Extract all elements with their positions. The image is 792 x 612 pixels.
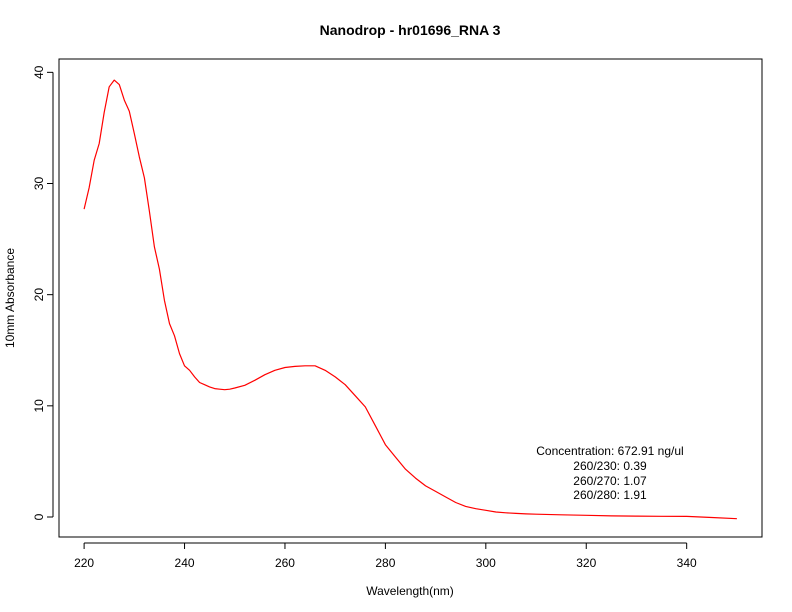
x-tick-label: 220 [74, 556, 94, 570]
y-axis-label: 10mm Absorbance [3, 248, 17, 348]
series-layer [83, 79, 737, 520]
ratio-260-230-text: 260/230: 0.39 [573, 459, 647, 473]
chart-title: Nanodrop - hr01696_RNA 3 [320, 22, 501, 38]
y-tick-label: 20 [32, 288, 46, 302]
y-tick-label: 30 [32, 177, 46, 191]
y-tick-label: 40 [32, 65, 46, 79]
concentration-text: Concentration: 672.91 ng/ul [536, 444, 683, 458]
ratio-260-280-text: 260/280: 1.91 [573, 488, 647, 502]
x-tick-label: 260 [275, 556, 295, 570]
x-tick-label: 320 [576, 556, 596, 570]
plot-frame [58, 58, 763, 538]
ratio-260-270-text: 260/270: 1.07 [573, 474, 647, 488]
x-tick-label: 340 [677, 556, 697, 570]
y-tick-label: 0 [32, 513, 46, 520]
y-axis: 0 10 20 30 40 [32, 65, 54, 520]
x-axis: 220 240 260 280 300 320 340 [74, 542, 697, 570]
x-tick-label: 280 [375, 556, 395, 570]
x-tick-label: 300 [476, 556, 496, 570]
y-tick-label: 10 [32, 399, 46, 413]
x-tick-label: 240 [175, 556, 195, 570]
series-line [83, 79, 737, 520]
stats-annotation: Concentration: 672.91 ng/ul 260/230: 0.3… [536, 444, 683, 502]
x-axis-label: Wavelength(nm) [366, 584, 454, 598]
